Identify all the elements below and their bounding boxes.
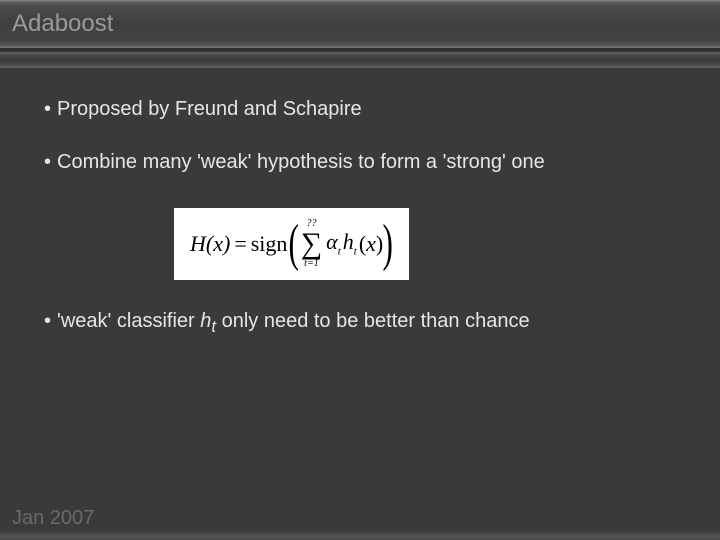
bullet-dot: • — [44, 149, 51, 176]
slide-body: • Proposed by Freund and Schapire • Combin… — [0, 68, 720, 339]
bullet-text: Combine many 'weak' hypothesis to form a… — [57, 151, 545, 173]
eq-arg: (x) — [359, 233, 383, 255]
eq-sum-lower: t=1 — [304, 259, 319, 269]
eq-alpha: αt — [326, 231, 341, 257]
bullet-2: • Combine many 'weak' hypothesis to form … — [44, 149, 692, 176]
eq-equals: = — [234, 233, 246, 255]
eq-operator: sign — [251, 233, 288, 255]
bullet-dot: • — [44, 308, 51, 335]
eq-rparen: ) — [383, 218, 393, 270]
eq-sum: ?? ∑ t=1 — [301, 219, 322, 269]
title-bar: Adaboost — [0, 0, 720, 48]
eq-lparen: ( — [289, 218, 299, 270]
equation-box: H(x) = sign ( ?? ∑ t=1 αt ht (x) ) — [174, 208, 409, 280]
bullet-text-pre: 'weak' classifier — [57, 310, 200, 332]
eq-h: ht — [343, 231, 357, 257]
bullet-1: • Proposed by Freund and Schapire — [44, 96, 692, 123]
slide-title: Adaboost — [12, 10, 113, 38]
bullet-text-post: only need to be better than chance — [216, 310, 530, 332]
eq-lhs: H(x) — [190, 233, 230, 255]
bullet-text: Proposed by Freund and Schapire — [57, 98, 362, 120]
sigma-icon: ∑ — [301, 230, 322, 258]
bullet-dot: • — [44, 96, 51, 123]
slide-footer: Jan 2007 — [12, 507, 94, 530]
footer-strip — [0, 530, 720, 540]
divider-strip — [0, 52, 720, 68]
bullet-3: • 'weak' classifier ht only need to be be… — [44, 308, 692, 339]
equation: H(x) = sign ( ?? ∑ t=1 αt ht (x) ) — [190, 218, 393, 270]
bullet-var: ht — [200, 310, 216, 332]
